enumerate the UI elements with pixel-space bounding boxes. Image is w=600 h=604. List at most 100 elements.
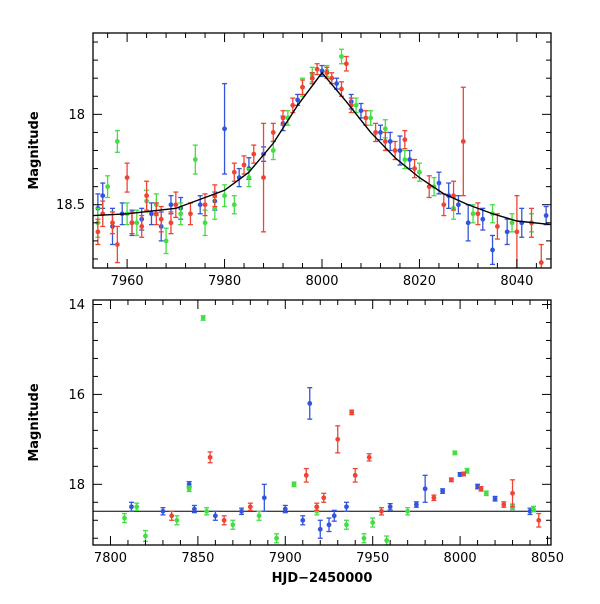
marker [222,193,227,199]
data-point [300,515,306,526]
x-tick-label: 7960 [111,274,144,289]
marker [290,102,296,108]
data-point [221,515,227,526]
marker [358,108,364,114]
marker [397,148,403,153]
marker [256,513,262,519]
marker [412,166,417,171]
data-point [464,467,470,474]
series-0 [95,64,549,266]
marker [110,220,115,226]
marker [221,517,227,523]
marker [207,454,213,460]
model-curve [93,71,551,226]
data-point [212,184,218,208]
marker [384,538,390,543]
marker [436,180,442,186]
marker [378,130,383,135]
data-point [531,505,537,513]
marker [363,115,369,121]
data-point [451,180,457,211]
data-point [247,502,253,512]
marker [153,211,159,217]
data-point [160,507,166,516]
marker [168,202,174,208]
data-point [174,515,180,526]
marker [222,126,227,132]
marker [460,139,466,144]
data-point [314,63,320,76]
marker [344,504,349,510]
data-point [121,512,127,524]
marker [324,70,330,76]
marker [407,157,413,162]
data-point [261,483,267,512]
marker [160,508,166,514]
data-point [470,204,476,224]
marker [230,522,236,528]
marker [452,450,458,456]
marker [456,202,461,208]
data-point [440,488,446,494]
x-tick-label: 7980 [208,274,241,289]
data-point [426,175,432,199]
marker [321,495,327,501]
data-point [413,501,419,508]
data-point [543,205,549,226]
marker [373,130,378,135]
data-point [168,195,174,215]
data-point [222,184,228,208]
data-point [204,507,210,516]
marker [531,506,536,512]
data-point [361,533,367,544]
marker [247,504,253,510]
series-1 [121,315,537,545]
data-point [492,495,498,502]
marker [124,175,130,181]
marker [122,515,127,521]
marker [174,517,180,523]
data-point [95,218,101,246]
series-2 [169,409,542,528]
marker [303,472,309,478]
marker [440,488,446,494]
marker [231,202,237,208]
marker [326,522,332,528]
x-tick-label: 8000 [444,551,477,566]
data-point [105,175,111,199]
data-point [335,425,341,454]
marker [475,484,480,489]
data-point [536,512,542,528]
marker [204,508,210,514]
marker [300,517,306,523]
data-point [230,519,236,530]
marker [314,66,320,72]
marker [163,238,169,244]
marker [261,175,266,181]
marker [448,477,454,483]
marker [353,102,359,108]
data-point [124,162,130,193]
data-point [200,315,206,321]
data-point [504,218,510,246]
marker [95,229,101,235]
data-point [343,519,349,530]
marker [114,139,120,144]
marker [246,175,252,181]
x-tick-label: 7850 [181,551,214,566]
data-point [475,202,481,226]
data-point [321,492,327,503]
data-point [501,501,507,508]
data-point [519,207,525,238]
data-point [109,211,115,235]
data-point [338,81,344,97]
marker [441,202,447,208]
marker [188,211,193,217]
marker [490,247,495,253]
data-point [319,64,325,78]
data-point [192,144,198,175]
axes-frame [92,299,552,546]
data-point [490,234,496,266]
data-point [402,129,408,150]
marker [492,496,498,502]
